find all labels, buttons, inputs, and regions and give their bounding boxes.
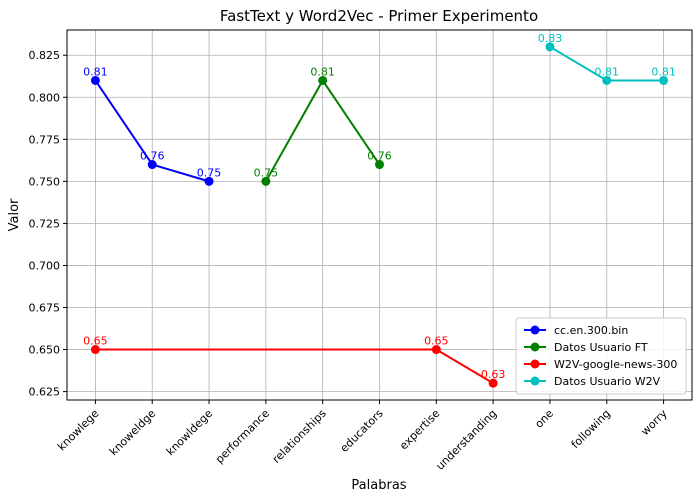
y-tick-label: 0.650	[29, 344, 61, 357]
data-label: 0.76	[140, 150, 165, 163]
series-3: 0.83 0.81 0.81	[538, 32, 676, 85]
legend-item: cc.en.300.bin	[524, 324, 628, 337]
y-tick-label: 0.825	[29, 49, 61, 62]
legend-marker	[530, 325, 540, 335]
legend-marker	[530, 359, 540, 369]
data-label: 0.81	[651, 65, 676, 78]
x-tick-label: performance	[213, 407, 272, 466]
legend-marker	[530, 376, 540, 386]
data-point	[431, 345, 441, 355]
x-axis-title: Palabras	[351, 478, 406, 493]
legend-label: W2V-google-news-300	[554, 358, 677, 371]
x-tick-label: following	[569, 407, 613, 451]
x-tick-label: expertise	[397, 407, 443, 453]
legend-label: Datos Usuario W2V	[554, 375, 661, 388]
x-tick-label: relationships	[270, 407, 329, 466]
data-point	[488, 378, 498, 388]
legend-item: W2V-google-news-300	[524, 358, 677, 371]
data-point	[602, 75, 612, 85]
y-tick-label: 0.800	[29, 91, 61, 104]
series-line	[95, 348, 494, 385]
y-tick-label: 0.775	[29, 133, 61, 146]
y-tick-label: 0.625	[29, 386, 61, 399]
data-label: 0.76	[367, 150, 392, 163]
data-point	[90, 75, 100, 85]
data-label: 0.83	[538, 32, 563, 45]
x-tick-label: knowlege	[55, 407, 102, 454]
data-label: 0.81	[595, 65, 620, 78]
y-tick-label: 0.725	[29, 217, 61, 230]
x-tick-label: worry	[639, 407, 671, 439]
data-point	[204, 176, 214, 186]
x-tick-label: understanding	[434, 407, 500, 473]
data-label: 0.75	[254, 166, 279, 179]
series-1: 0.75 0.81 0.76	[254, 65, 392, 186]
series-layer: 0.81 0.76 0.75 0.75 0.81 0.76 0.65 0.65 0.63 0.83…	[83, 32, 676, 388]
chart-title: FastText y Word2Vec - Primer Experimento	[220, 7, 538, 25]
data-label: 0.81	[83, 65, 108, 78]
grid	[67, 30, 692, 400]
y-tick-label: 0.675	[29, 302, 61, 315]
data-point	[318, 75, 328, 85]
y-tick-label: 0.700	[29, 259, 61, 272]
y-axis-title: Valor	[7, 198, 22, 231]
legend-label: cc.en.300.bin	[554, 324, 628, 337]
data-label: 0.65	[424, 335, 449, 348]
data-point	[545, 42, 555, 52]
data-label: 0.65	[83, 335, 108, 348]
data-label: 0.75	[197, 166, 222, 179]
data-point	[375, 160, 384, 170]
x-axis: knowlege knoweldge knowldegeperformancerel…	[55, 400, 670, 473]
data-point	[90, 345, 100, 355]
legend-label: Datos Usuario FT	[554, 341, 648, 354]
data-point	[147, 160, 157, 170]
legend-item: Datos Usuario FT	[524, 341, 648, 354]
data-point	[261, 176, 271, 186]
data-label: 0.81	[310, 65, 335, 78]
legend-marker	[530, 342, 540, 352]
series-0: 0.81 0.76 0.75	[83, 65, 222, 186]
x-tick-label: educators	[338, 407, 386, 455]
legend-box	[515, 317, 687, 395]
x-tick-label: one	[532, 407, 556, 431]
x-tick-label: knoweldge	[107, 407, 159, 459]
data-label: 0.63	[481, 368, 506, 381]
legend-item: Datos Usuario W2V	[524, 375, 661, 388]
y-axis: 0.625 0.650 0.675 0.700 0.725 0.750 0.775 0.800…	[29, 49, 67, 399]
x-tick-label: knowldege	[164, 407, 216, 459]
legend: cc.en.300.bin Datos Usuario FT W2V-google-…	[515, 317, 687, 395]
data-point	[659, 75, 669, 85]
series-2: 0.65 0.65 0.63	[83, 335, 505, 388]
y-tick-label: 0.750	[29, 175, 61, 188]
